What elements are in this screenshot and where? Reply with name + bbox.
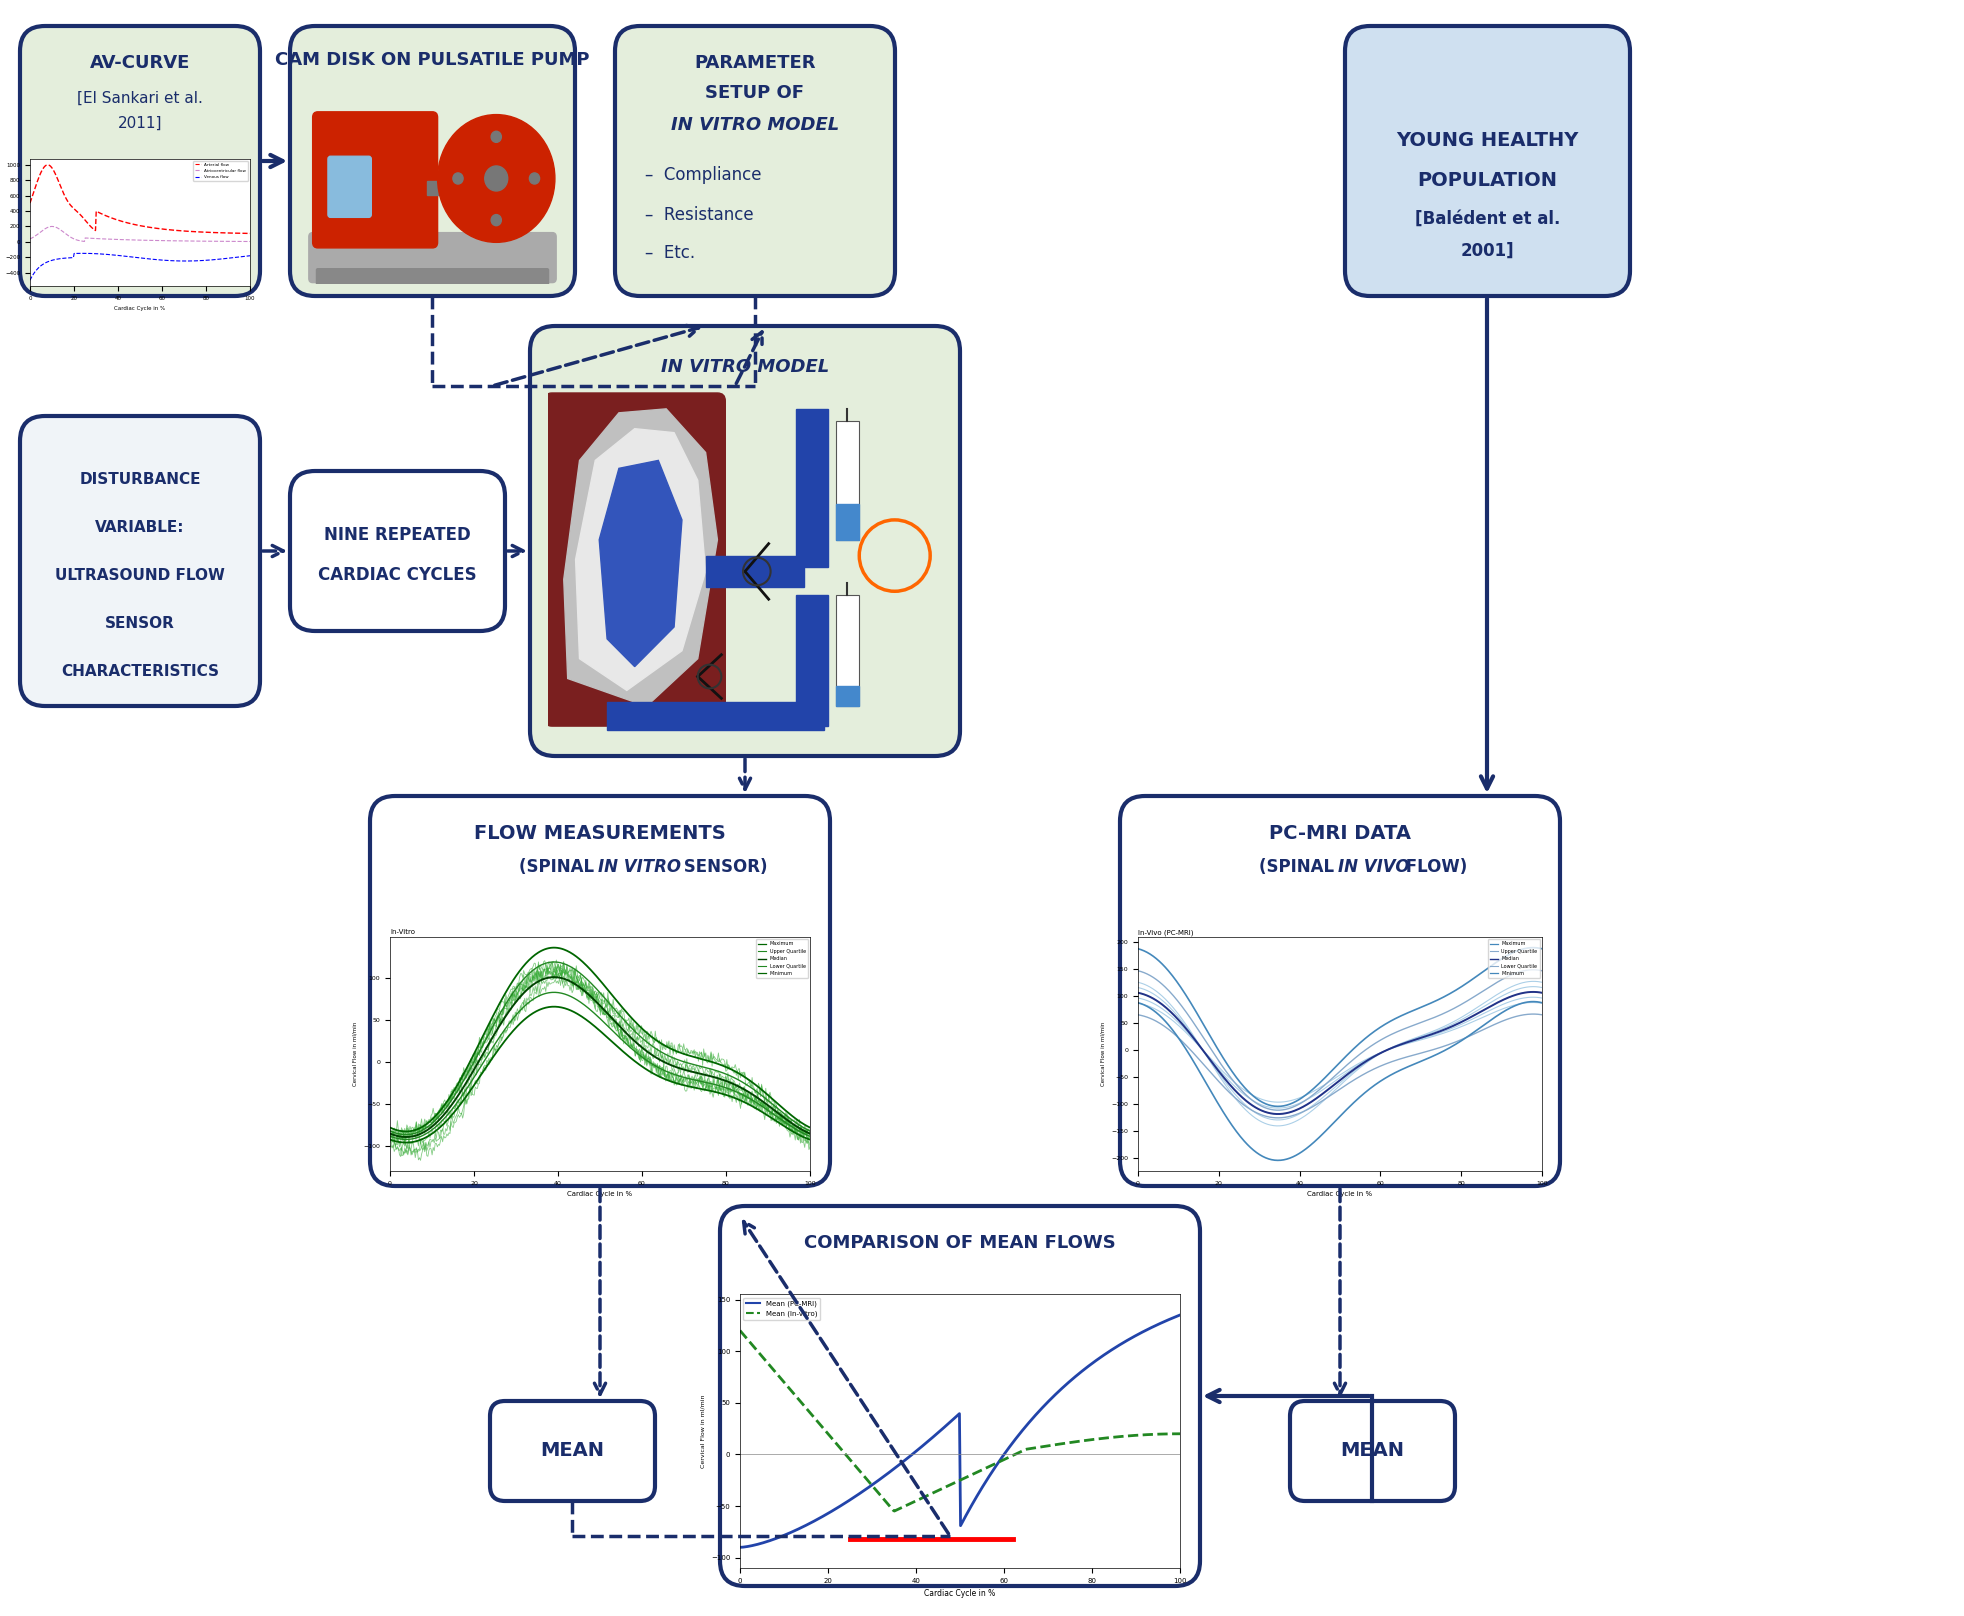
Text: (SPINAL: (SPINAL <box>518 858 599 876</box>
Text: 2011]: 2011] <box>118 116 163 131</box>
Text: –  Etc.: – Etc. <box>644 244 695 262</box>
FancyBboxPatch shape <box>530 326 960 756</box>
Text: SENSOR: SENSOR <box>104 616 175 632</box>
FancyBboxPatch shape <box>1288 1401 1453 1501</box>
Text: [El Sankari et al.: [El Sankari et al. <box>77 90 202 107</box>
Text: –  Compliance: – Compliance <box>644 166 762 184</box>
Text: MEAN: MEAN <box>540 1441 605 1461</box>
FancyBboxPatch shape <box>489 1401 654 1501</box>
Text: FLOW MEASUREMENTS: FLOW MEASUREMENTS <box>473 824 725 844</box>
FancyBboxPatch shape <box>20 26 259 296</box>
FancyBboxPatch shape <box>1119 797 1559 1186</box>
Text: AV-CURVE: AV-CURVE <box>90 53 191 73</box>
Text: (SPINAL: (SPINAL <box>1259 858 1339 876</box>
Text: PC-MRI DATA: PC-MRI DATA <box>1269 824 1410 844</box>
Text: DISTURBANCE: DISTURBANCE <box>79 472 200 488</box>
Text: COMPARISON OF MEAN FLOWS: COMPARISON OF MEAN FLOWS <box>803 1235 1116 1252</box>
Text: SENSOR): SENSOR) <box>678 858 768 876</box>
Text: IN VIVO: IN VIVO <box>1337 858 1408 876</box>
Text: IN VITRO MODEL: IN VITRO MODEL <box>660 359 829 377</box>
Text: IN VITRO: IN VITRO <box>597 858 682 876</box>
Text: PARAMETER: PARAMETER <box>693 53 815 73</box>
Text: ULTRASOUND FLOW: ULTRASOUND FLOW <box>55 569 224 583</box>
Text: [Balédent et al.: [Balédent et al. <box>1414 210 1559 228</box>
Text: CHARACTERISTICS: CHARACTERISTICS <box>61 664 218 679</box>
FancyBboxPatch shape <box>291 26 575 296</box>
Text: NINE REPEATED: NINE REPEATED <box>324 525 471 545</box>
FancyBboxPatch shape <box>719 1206 1200 1585</box>
Text: POPULATION: POPULATION <box>1416 171 1557 191</box>
Text: IN VITRO MODEL: IN VITRO MODEL <box>670 116 839 134</box>
Text: 2001]: 2001] <box>1459 242 1514 260</box>
Text: CAM DISK ON PULSATILE PUMP: CAM DISK ON PULSATILE PUMP <box>275 52 589 69</box>
FancyBboxPatch shape <box>369 797 829 1186</box>
FancyBboxPatch shape <box>20 415 259 706</box>
Text: YOUNG HEALTHY: YOUNG HEALTHY <box>1396 131 1577 150</box>
FancyBboxPatch shape <box>291 470 505 630</box>
FancyBboxPatch shape <box>1343 26 1630 296</box>
Text: MEAN: MEAN <box>1339 1441 1404 1461</box>
Text: –  Resistance: – Resistance <box>644 205 754 225</box>
Text: CARDIAC CYCLES: CARDIAC CYCLES <box>318 566 477 583</box>
FancyBboxPatch shape <box>615 26 894 296</box>
Text: FLOW): FLOW) <box>1398 858 1467 876</box>
Text: VARIABLE:: VARIABLE: <box>94 520 185 535</box>
Text: SETUP OF: SETUP OF <box>705 84 803 102</box>
